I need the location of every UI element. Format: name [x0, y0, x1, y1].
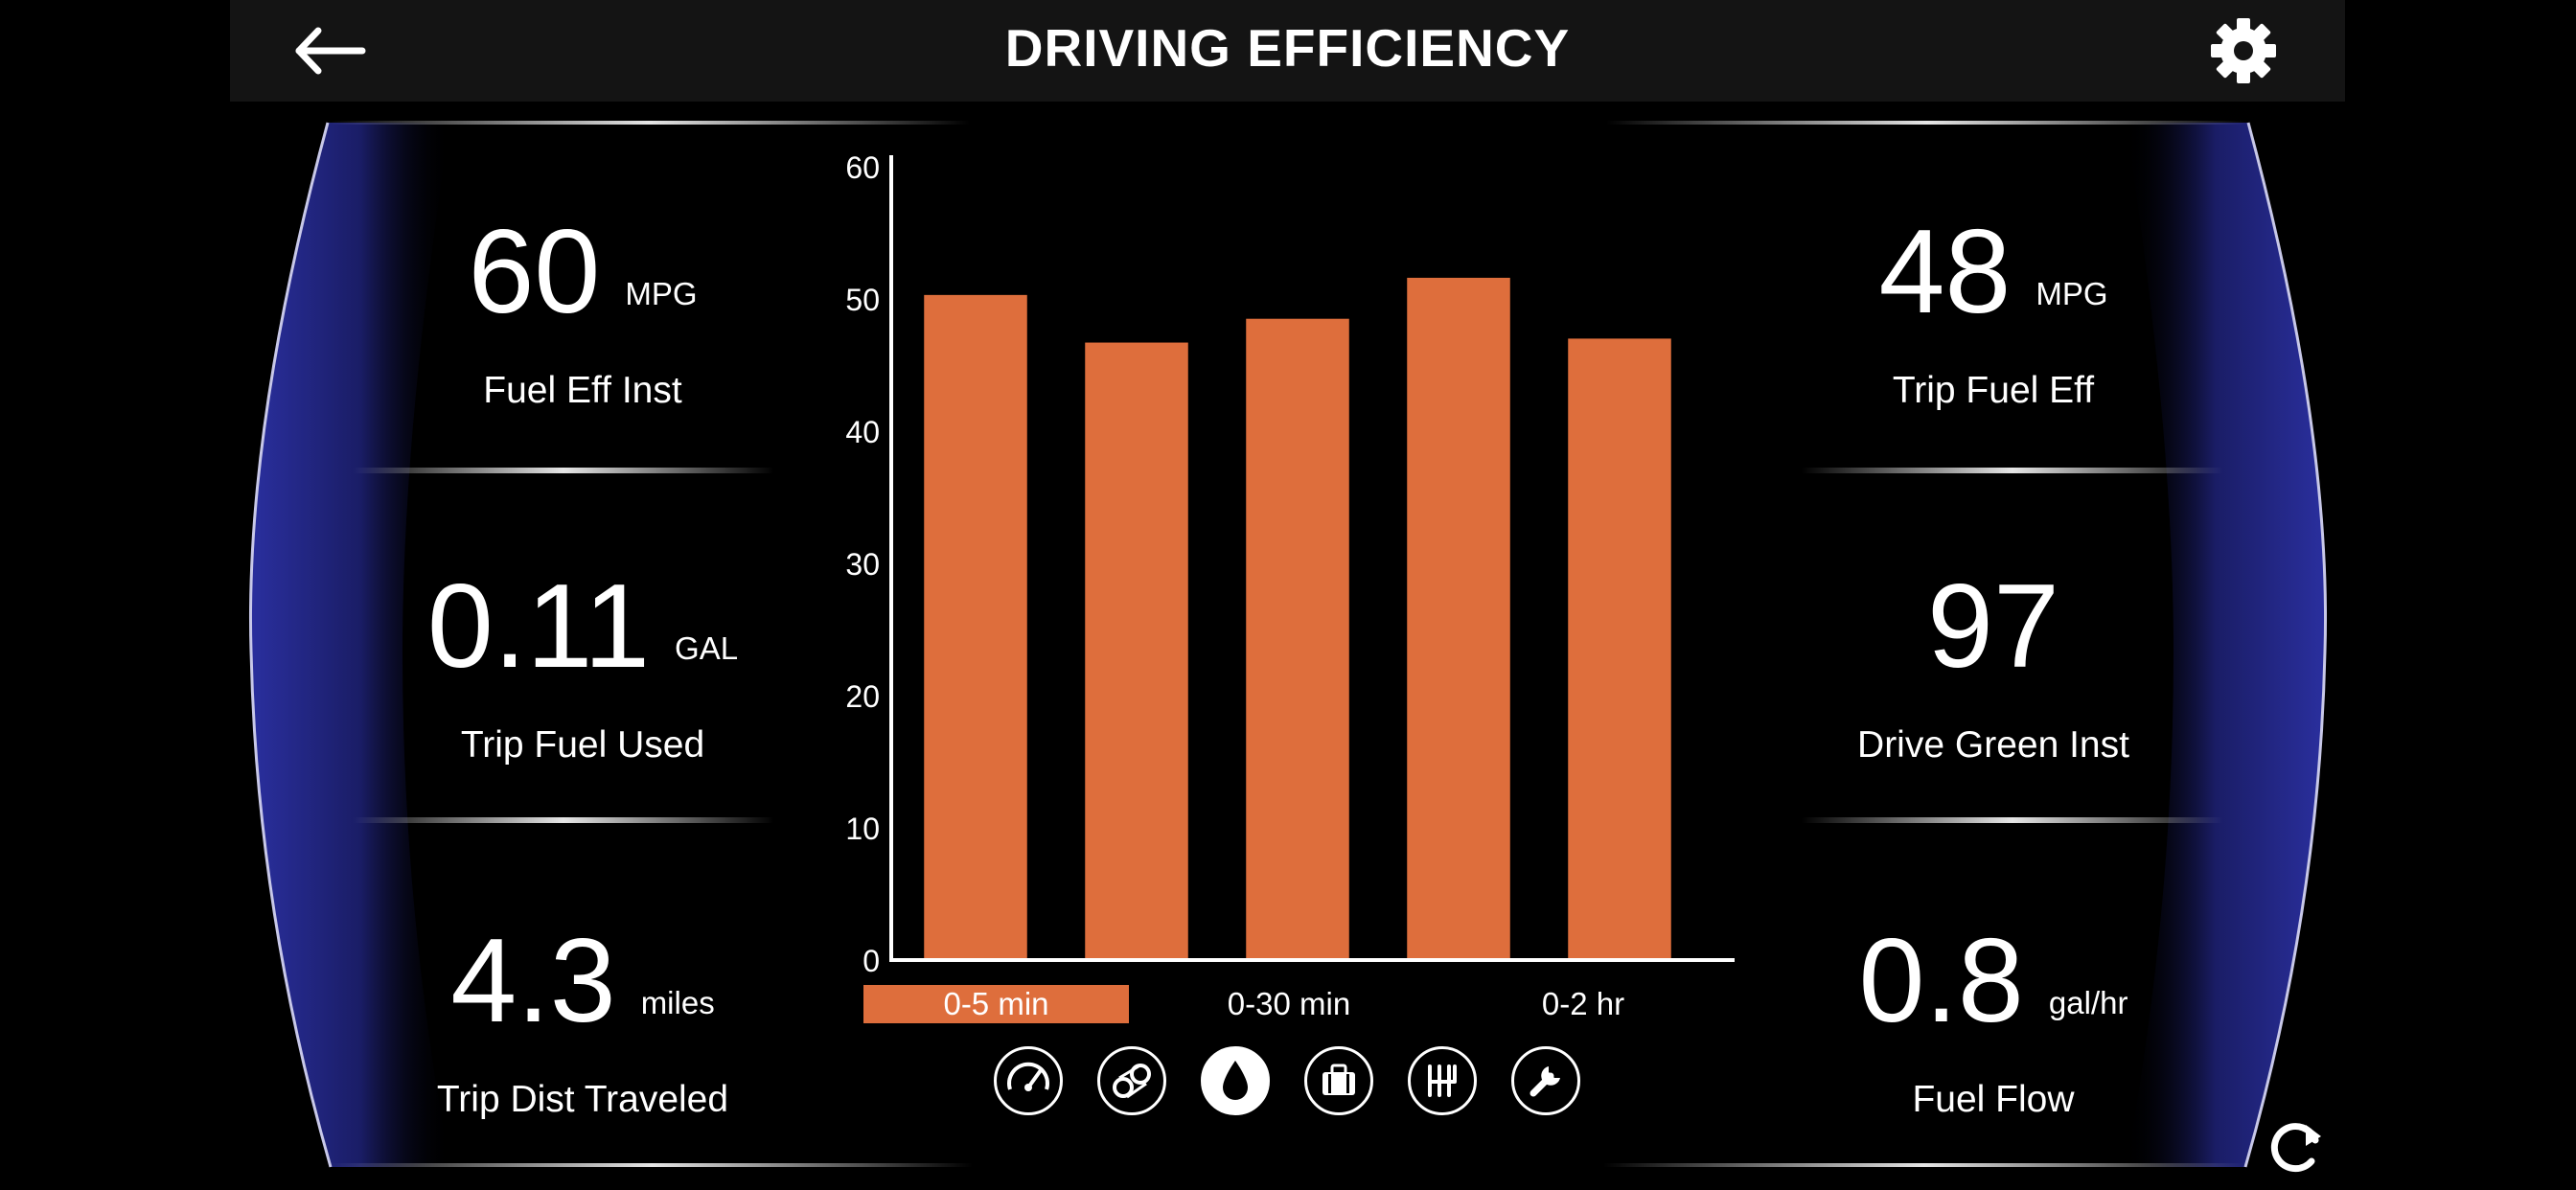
refresh-icon[interactable]	[2264, 1111, 2331, 1179]
y-tick-label: 0	[862, 944, 880, 978]
metric-label: Trip Fuel Used	[460, 724, 705, 766]
metric-value: 60	[468, 206, 601, 338]
engine-gears-icon[interactable]	[1097, 1046, 1166, 1115]
y-tick-label: 20	[845, 679, 880, 714]
metric-unit: miles	[640, 985, 715, 1020]
wrench-icon[interactable]	[1511, 1046, 1580, 1115]
y-tick-label: 30	[845, 547, 880, 582]
chart-bar	[1085, 342, 1188, 958]
metric-unit: GAL	[675, 630, 739, 666]
back-arrow-icon[interactable]	[288, 17, 374, 84]
metric-label: Drive Green Inst	[1857, 724, 2129, 766]
header-bar: DRIVING EFFICIENCY	[230, 0, 2345, 102]
metric-value: 48	[1878, 206, 2012, 338]
category-icon-row	[987, 1046, 1600, 1115]
chart-bar	[1246, 318, 1349, 958]
gear-icon[interactable]	[2204, 11, 2283, 90]
y-tick-label: 10	[845, 812, 880, 846]
speedometer-icon[interactable]	[994, 1046, 1063, 1115]
metric-label: Fuel Eff Inst	[483, 370, 682, 411]
metric-value: 0.11	[426, 561, 651, 693]
trip-dist-traveled-metric: 4.3 miles Trip Dist Traveled	[334, 922, 832, 1121]
briefcase-icon[interactable]	[1304, 1046, 1373, 1115]
tab-0-2-hr[interactable]: 0-2 hr	[1541, 986, 1625, 1021]
metric-unit: MPG	[625, 276, 698, 311]
tab-0-5-min[interactable]: 0-5 min	[863, 985, 1129, 1023]
y-tick-label: 50	[845, 283, 880, 317]
chart-bar	[1568, 338, 1671, 958]
fuel-drop-icon[interactable]	[1201, 1046, 1270, 1115]
metric-value: 0.8	[1858, 915, 2024, 1047]
tab-0-30-min[interactable]: 0-30 min	[1227, 986, 1351, 1021]
chart-bar	[924, 294, 1027, 958]
y-tick-label: 60	[845, 150, 880, 185]
chart-axes	[889, 155, 1735, 962]
metric-value: 4.3	[450, 915, 616, 1047]
page-title: DRIVING EFFICIENCY	[1004, 18, 1571, 78]
metric-value: 97	[1927, 561, 2059, 693]
metric-label: Trip Dist Traveled	[436, 1079, 729, 1120]
time-range-tabs: 0-5 min 0-30 min 0-2 hr	[862, 985, 1725, 1023]
metric-unit: MPG	[2036, 276, 2108, 311]
metric-label: Fuel Flow	[1912, 1079, 2075, 1120]
drive-green-inst-metric: 97 Drive Green Inst	[1744, 567, 2242, 767]
chart-bar	[1407, 277, 1510, 958]
fuel-flow-metric: 0.8 gal/hr Fuel Flow	[1744, 922, 2242, 1121]
trip-fuel-eff-metric: 48 MPG Trip Fuel Eff	[1744, 213, 2242, 412]
gear-shift-icon[interactable]	[1408, 1046, 1477, 1115]
y-tick-label: 40	[845, 415, 880, 449]
fuel-eff-inst-metric: 60 MPG Fuel Eff Inst	[334, 213, 832, 412]
trip-fuel-used-metric: 0.11 GAL Trip Fuel Used	[334, 567, 832, 767]
metric-label: Trip Fuel Eff	[1892, 370, 2095, 411]
metric-unit: gal/hr	[2048, 985, 2128, 1020]
